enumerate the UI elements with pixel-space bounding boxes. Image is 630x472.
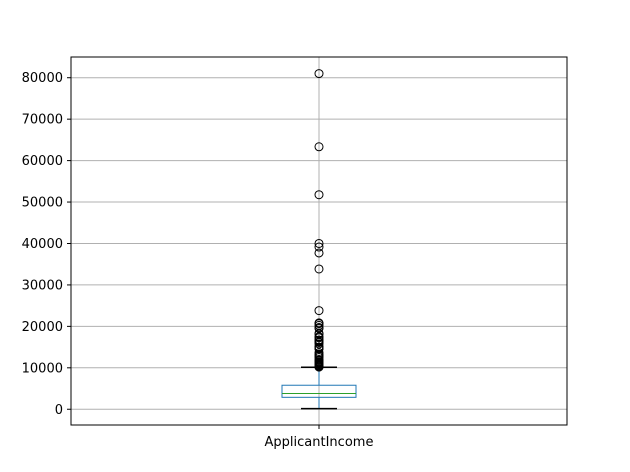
outlier-points [314,69,324,372]
outlier-point [314,248,324,258]
outlier-point [314,362,324,372]
outlier-point [314,242,324,252]
y-tick-label: 80000 [22,71,63,86]
outlier-point [314,333,324,343]
x-tick-label: ApplicantIncome [265,435,374,450]
y-tick-label: 30000 [22,278,63,293]
y-tick-label: 70000 [22,113,63,128]
outlier-point [314,142,324,152]
outlier-point [314,339,324,349]
outlier-point [314,69,324,79]
y-tick-label: 60000 [22,154,63,169]
y-tick-label: 50000 [22,196,63,211]
outlier-point [314,264,324,274]
x-axis: ApplicantIncome [265,425,374,450]
y-tick-label: 20000 [22,320,63,335]
interquartile-box [281,384,357,398]
outlier-point [314,344,324,354]
y-tick-label: 0 [55,403,63,418]
outlier-point [314,238,324,248]
y-tick-label: 40000 [22,237,63,252]
y-tick-label: 10000 [22,361,63,376]
y-axis: 0 10000 20000 30000 40000 50000 60000 70000 8000… [22,71,71,418]
outlier-point [314,190,324,200]
outlier-point [314,306,324,316]
